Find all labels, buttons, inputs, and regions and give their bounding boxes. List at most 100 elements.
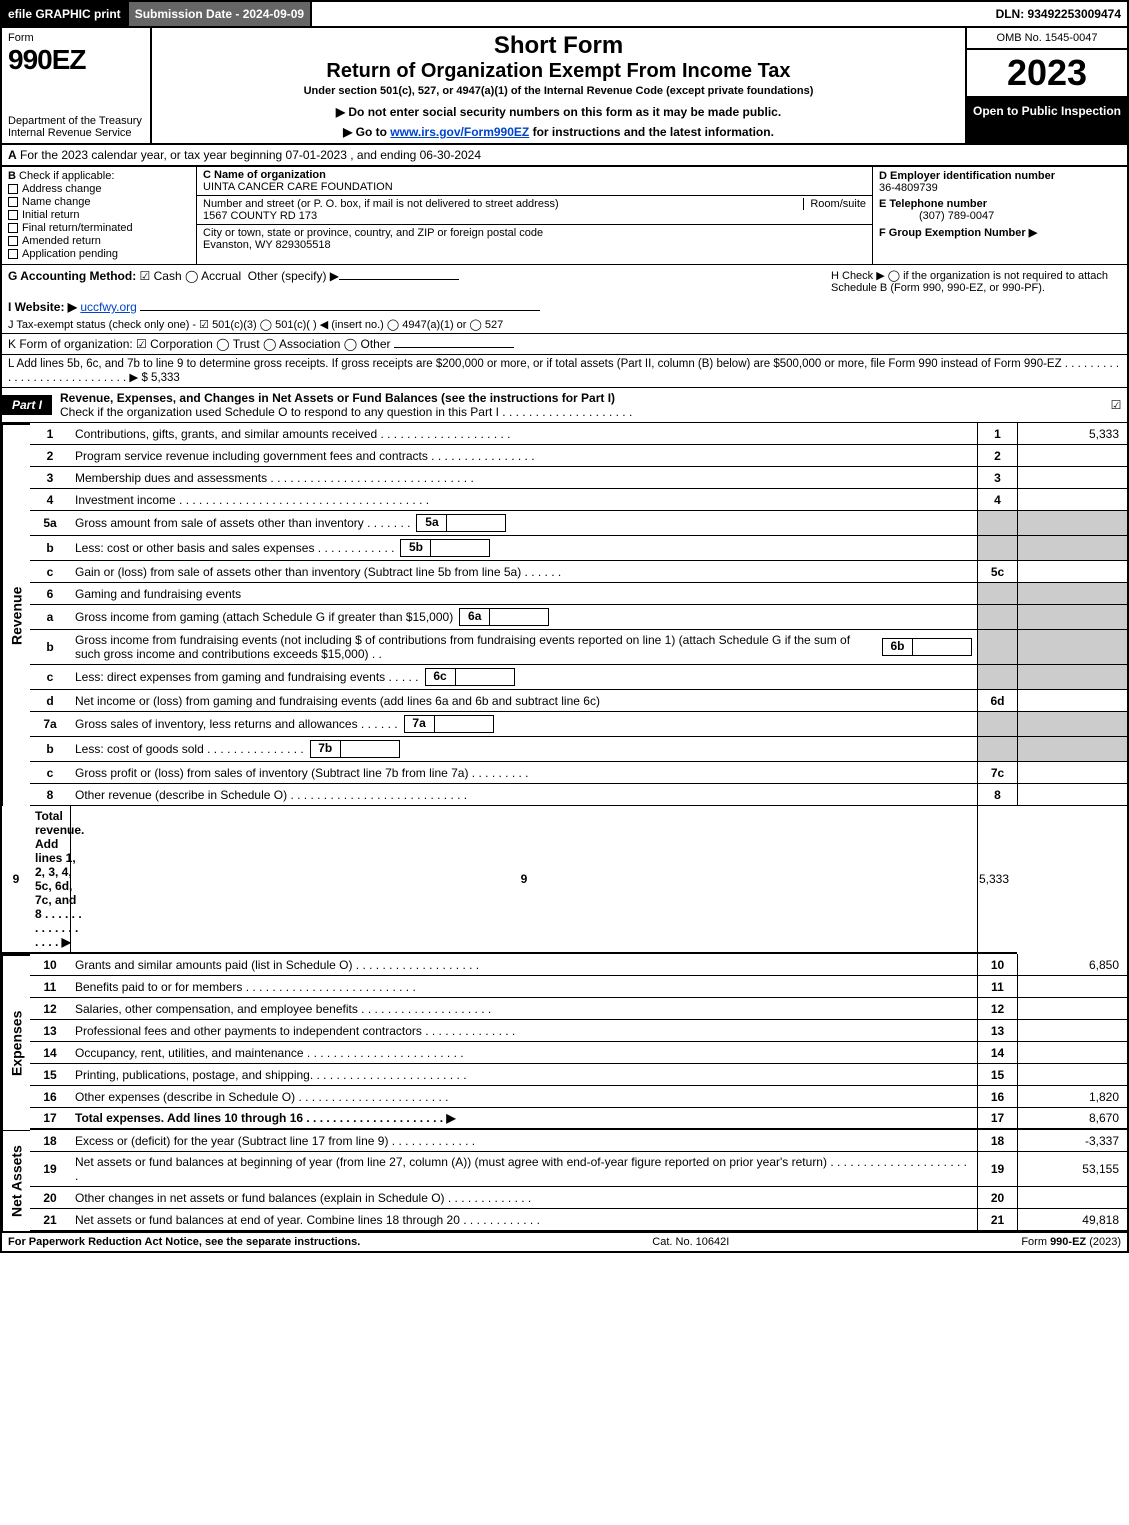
desc-15: Printing, publications, postage, and shi… [70, 1064, 977, 1086]
ib-5b-val[interactable] [431, 540, 489, 556]
footer-left: For Paperwork Reduction Act Notice, see … [8, 1236, 360, 1248]
chk-application-pending[interactable] [8, 249, 18, 259]
amt-19: 53,155 [1017, 1152, 1127, 1187]
nc-7b [977, 737, 1017, 762]
form-header: Form 990EZ Department of the Treasury In… [0, 28, 1129, 145]
nc-6a [977, 605, 1017, 630]
desc-8: Other revenue (describe in Schedule O) .… [70, 784, 977, 806]
chk-address-change[interactable] [8, 184, 18, 194]
org-street: 1567 COUNTY RD 173 [203, 210, 866, 222]
ib-6b-val[interactable] [913, 639, 971, 655]
nc-12: 12 [977, 998, 1017, 1020]
amt-7a [1017, 712, 1127, 737]
chk-name-change[interactable] [8, 197, 18, 207]
d-ein-label: D Employer identification number [879, 170, 1055, 182]
ln-21: 21 [30, 1209, 70, 1231]
e-tel-label: E Telephone number [879, 198, 987, 210]
desc-18: Excess or (deficit) for the year (Subtra… [70, 1130, 977, 1152]
amt-8 [1017, 784, 1127, 806]
ln-10: 10 [30, 954, 70, 976]
website-link[interactable]: uccfwy.org [80, 300, 136, 314]
nc-1: 1 [977, 423, 1017, 445]
header-mid: Short Form Return of Organization Exempt… [152, 28, 967, 143]
desc-16: Other expenses (describe in Schedule O) … [70, 1086, 977, 1108]
irs-link[interactable]: www.irs.gov/Form990EZ [390, 125, 529, 139]
amt-16: 1,820 [1017, 1086, 1127, 1108]
desc-6a-text: Gross income from gaming (attach Schedul… [75, 610, 453, 624]
ln-9: 9 [2, 806, 30, 954]
desc-5b-text: Less: cost or other basis and sales expe… [75, 541, 394, 555]
side-expenses: Expenses [2, 954, 30, 1130]
amt-15 [1017, 1064, 1127, 1086]
nc-5a [977, 511, 1017, 536]
row-l: L Add lines 5b, 6c, and 7b to line 9 to … [0, 355, 1129, 388]
ib-6c: 6c [425, 668, 515, 686]
ib-7b-val[interactable] [341, 741, 399, 757]
chk-amended-return[interactable] [8, 236, 18, 246]
ib-7a-label: 7a [405, 716, 435, 732]
note-ssn: ▶ Do not enter social security numbers o… [160, 105, 957, 119]
label-a: A [8, 148, 17, 162]
ib-5a-label: 5a [417, 515, 447, 531]
desc-5a-text: Gross amount from sale of assets other t… [75, 516, 410, 530]
nc-19: 19 [977, 1152, 1017, 1187]
ln-6b: b [30, 630, 70, 665]
ib-5b: 5b [400, 539, 490, 557]
ib-5a: 5a [416, 514, 506, 532]
nc-10: 10 [977, 954, 1017, 976]
desc-6c-text: Less: direct expenses from gaming and fu… [75, 670, 419, 684]
header-right: OMB No. 1545-0047 2023 Open to Public In… [967, 28, 1127, 143]
desc-3: Membership dues and assessments . . . . … [70, 467, 977, 489]
desc-13: Professional fees and other payments to … [70, 1020, 977, 1042]
part-i-checkbox[interactable]: ☑ [1105, 398, 1127, 412]
desc-11: Benefits paid to or for members . . . . … [70, 976, 977, 998]
note-goto: ▶ Go to www.irs.gov/Form990EZ for instru… [160, 125, 957, 139]
ln-2: 2 [30, 445, 70, 467]
ib-7a-val[interactable] [435, 716, 493, 732]
nc-11: 11 [977, 976, 1017, 998]
chk-initial-return[interactable] [8, 210, 18, 220]
g-accrual: Accrual [201, 269, 241, 283]
nc-6c [977, 665, 1017, 690]
g-cash: Cash [154, 269, 182, 283]
tax-year: 2023 [967, 50, 1127, 98]
k-other-fill[interactable] [394, 347, 514, 348]
ib-6a-val[interactable] [490, 609, 548, 625]
ln-7b: b [30, 737, 70, 762]
nc-20: 20 [977, 1187, 1017, 1209]
nc-7a [977, 712, 1017, 737]
chk-final-return[interactable] [8, 223, 18, 233]
form-number: 990EZ [8, 44, 144, 76]
department: Department of the Treasury Internal Reve… [8, 115, 144, 139]
title-return: Return of Organization Exempt From Incom… [160, 60, 957, 83]
desc-20: Other changes in net assets or fund bala… [70, 1187, 977, 1209]
note-goto-post: for instructions and the latest informat… [529, 125, 774, 139]
amt-11 [1017, 976, 1127, 998]
g-other: Other (specify) ▶ [248, 269, 339, 283]
ln-6d: d [30, 690, 70, 712]
amt-6d [1017, 690, 1127, 712]
org-city: Evanston, WY 829305518 [203, 239, 866, 251]
amt-6b [1017, 630, 1127, 665]
g-other-fill[interactable] [339, 279, 459, 280]
ib-5b-label: 5b [401, 540, 431, 556]
row-k: K Form of organization: ☑ Corporation ◯ … [0, 334, 1129, 355]
h-block: H Check ▶ ◯ if the organization is not r… [831, 269, 1121, 294]
ln-13: 13 [30, 1020, 70, 1042]
revenue-grid: Revenue 1 Contributions, gifts, grants, … [0, 423, 1129, 954]
c-name-label: C Name of organization [203, 169, 866, 181]
amt-5a [1017, 511, 1127, 536]
ib-5a-val[interactable] [447, 515, 505, 531]
desc-7a-text: Gross sales of inventory, less returns a… [75, 717, 398, 731]
desc-6c: Less: direct expenses from gaming and fu… [70, 665, 977, 690]
ln-4: 4 [30, 489, 70, 511]
part-i-title: Revenue, Expenses, and Changes in Net As… [52, 388, 1105, 422]
desc-7a: Gross sales of inventory, less returns a… [70, 712, 977, 737]
amt-12 [1017, 998, 1127, 1020]
ib-6c-val[interactable] [456, 669, 514, 685]
nc-7c: 7c [977, 762, 1017, 784]
org-name: UINTA CANCER CARE FOUNDATION [203, 181, 866, 193]
ln-6c: c [30, 665, 70, 690]
desc-6b-text: Gross income from fundraising events (no… [75, 633, 876, 661]
e-tel: (307) 789-0047 [919, 210, 994, 222]
